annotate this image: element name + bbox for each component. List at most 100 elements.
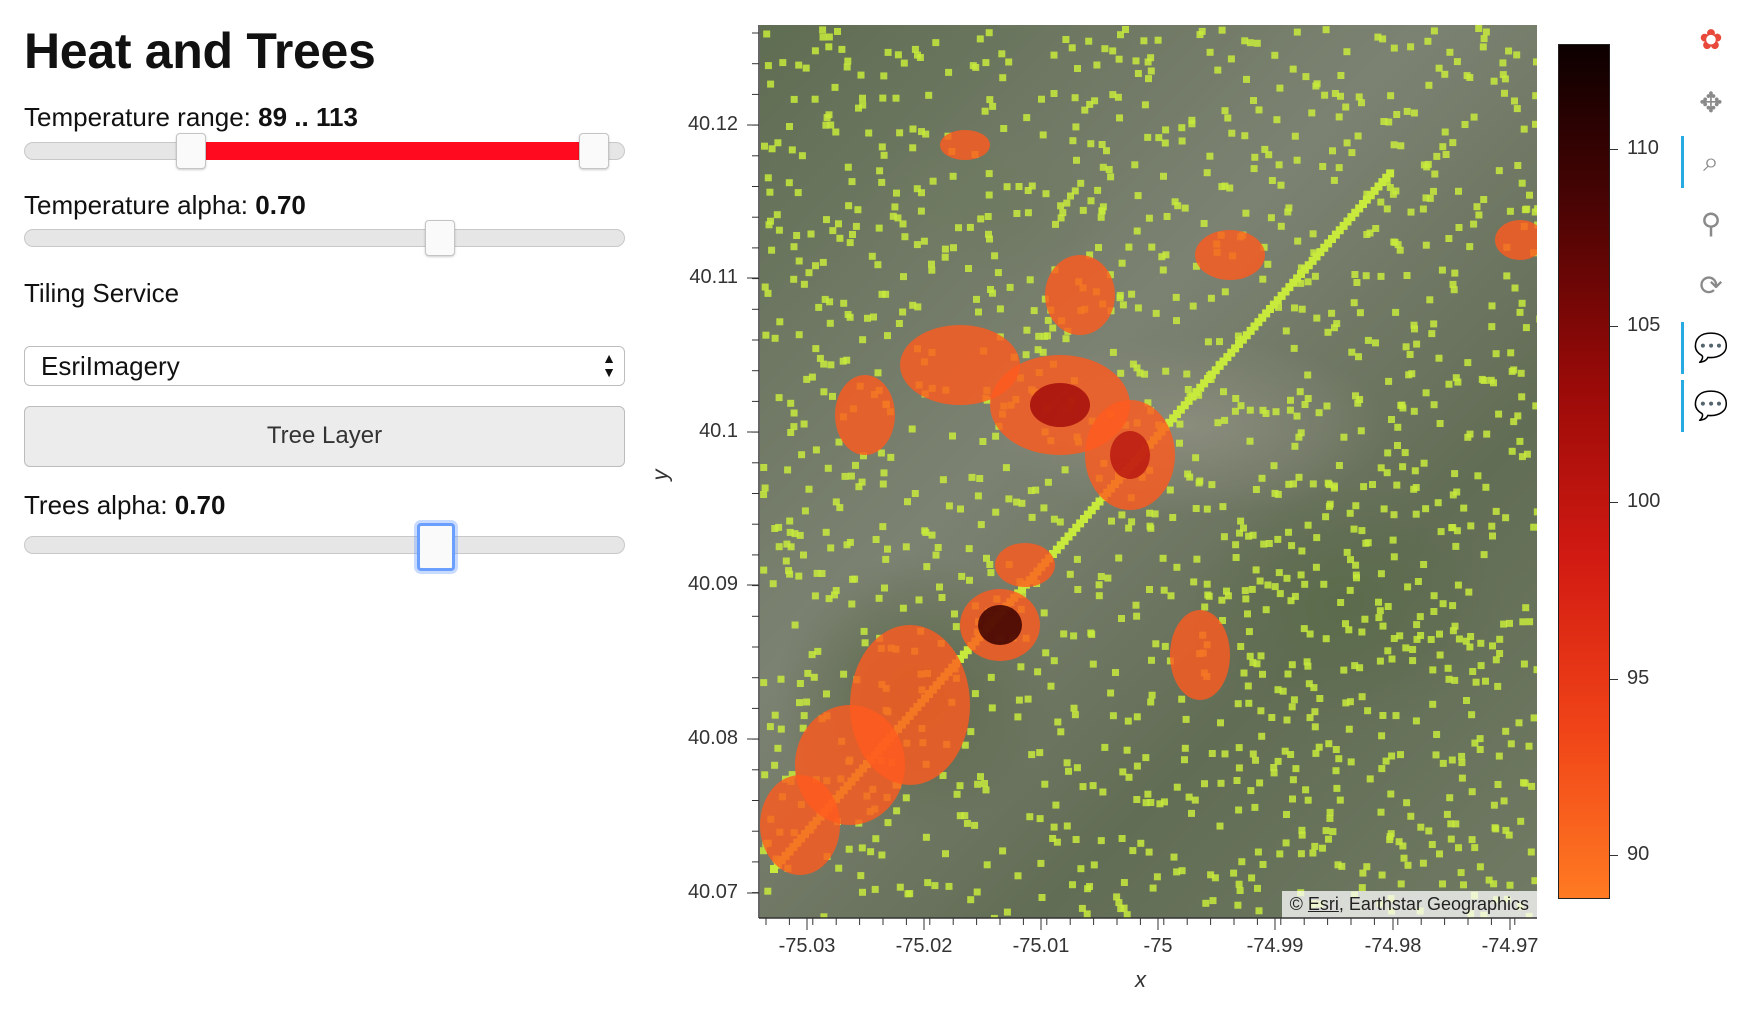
temperature-range-end-handle[interactable] xyxy=(579,133,610,169)
bokeh-logo-icon[interactable]: ✿ xyxy=(1699,24,1723,55)
tree-pixel xyxy=(902,794,910,802)
tree-pixel xyxy=(870,313,877,321)
reset-icon[interactable]: ⟳ xyxy=(1699,270,1723,301)
tree-pixel xyxy=(1144,133,1152,141)
hover-icon[interactable]: 💬 xyxy=(1681,322,1729,374)
tree-pixel xyxy=(771,334,779,342)
tree-pixel xyxy=(1144,58,1152,66)
tree-pixel xyxy=(1370,186,1379,195)
tree-pixel xyxy=(1480,377,1488,384)
tree-pixel xyxy=(1192,454,1200,462)
map-plot[interactable]: © Esri, Earthstar Geographics xyxy=(760,25,1537,918)
tree-pixel xyxy=(1290,344,1298,352)
tree-pixel xyxy=(825,595,833,603)
tree-pixel xyxy=(1428,330,1436,338)
tree-pixel xyxy=(1291,132,1299,140)
tree-pixel xyxy=(1209,897,1217,905)
tree-pixel xyxy=(1374,33,1382,41)
tree-pixel xyxy=(1297,429,1305,437)
tree-pixel xyxy=(846,239,854,247)
tree-pixel xyxy=(819,26,827,34)
tree-pixel xyxy=(1259,275,1267,283)
tree-pixel xyxy=(784,466,792,474)
tree-pixel xyxy=(827,361,835,369)
tree-pixel xyxy=(1134,304,1142,312)
heat-blob xyxy=(760,775,840,875)
tree-pixel xyxy=(1503,272,1511,280)
tree-pixel xyxy=(1180,401,1189,410)
temperature-range-start-handle[interactable] xyxy=(176,133,207,169)
tiling-service-select[interactable]: EsriImagery ▲ ▼ xyxy=(24,346,625,386)
tree-pixel xyxy=(1273,296,1282,305)
tree-pixel xyxy=(1087,197,1095,205)
tree-pixel xyxy=(1359,200,1367,208)
tree-pixel xyxy=(1393,111,1401,118)
temperature-range-slider[interactable] xyxy=(24,133,625,169)
tree-pixel xyxy=(1411,467,1419,475)
tree-pixel xyxy=(1422,505,1430,513)
tree-pixel xyxy=(877,449,885,457)
tree-pixel xyxy=(1065,767,1072,775)
tree-pixel xyxy=(1192,505,1200,512)
tree-pixel xyxy=(1295,473,1303,481)
esri-link[interactable]: Esri xyxy=(1307,894,1339,914)
temperature-alpha-slider[interactable] xyxy=(24,220,625,256)
tree-pixel xyxy=(761,142,768,150)
tree-pixel xyxy=(1191,796,1199,804)
tree-pixel xyxy=(791,621,799,629)
tree-pixel xyxy=(1117,31,1124,39)
tree-pixel xyxy=(818,570,826,577)
tree-pixel xyxy=(861,639,869,647)
tree-pixel xyxy=(875,224,883,232)
tree-pixel xyxy=(1073,764,1081,772)
tree-pixel xyxy=(1335,755,1343,763)
tree-layer-button[interactable]: Tree Layer xyxy=(24,406,625,467)
tree-pixel xyxy=(1324,328,1332,336)
hover-icon-2[interactable]: 💬 xyxy=(1681,380,1729,432)
tree-pixel xyxy=(1030,307,1038,315)
wheel-zoom-icon[interactable]: ⚲ xyxy=(1700,208,1722,239)
box-zoom-icon[interactable]: ⌕ xyxy=(1681,136,1729,188)
tree-pixel xyxy=(1211,874,1219,882)
tree-pixel xyxy=(1219,503,1227,511)
tree-pixel xyxy=(1517,817,1525,825)
trees-alpha-slider[interactable] xyxy=(24,523,625,571)
tree-pixel xyxy=(1323,402,1331,410)
tree-pixel xyxy=(1244,610,1251,618)
tree-pixel xyxy=(1050,51,1058,59)
tree-pixel xyxy=(855,483,863,491)
tree-pixel xyxy=(899,308,907,316)
map-attribution: © Esri, Earthstar Geographics xyxy=(1281,891,1537,918)
tree-pixel xyxy=(1489,532,1496,540)
tree-pixel xyxy=(1232,541,1240,549)
tree-pixel xyxy=(1388,416,1395,423)
tree-pixel xyxy=(1173,317,1180,325)
tree-pixel xyxy=(955,224,962,232)
tree-pixel xyxy=(1281,287,1290,296)
tree-pixel xyxy=(1086,883,1093,890)
tree-pixel xyxy=(1277,291,1286,300)
tree-pixel xyxy=(1383,205,1391,213)
tree-pixel xyxy=(975,308,982,316)
tree-pixel xyxy=(1069,137,1077,145)
tree-pixel xyxy=(1363,863,1371,871)
tree-pixel xyxy=(984,213,992,220)
tree-pixel xyxy=(1369,481,1376,488)
temperature-alpha-handle[interactable] xyxy=(424,220,455,256)
tree-pixel xyxy=(1201,780,1208,788)
tree-pixel xyxy=(1287,751,1295,758)
tree-pixel xyxy=(1262,309,1271,318)
tree-pixel xyxy=(1290,480,1297,488)
tree-pixel xyxy=(1142,754,1150,762)
tree-pixel xyxy=(1184,396,1193,405)
pan-icon[interactable]: ✥ xyxy=(1699,87,1723,118)
tree-pixel xyxy=(1256,779,1264,787)
trees-alpha-handle[interactable] xyxy=(417,523,456,571)
tree-pixel xyxy=(1326,808,1334,816)
tree-pixel xyxy=(1233,777,1241,784)
tree-pixel xyxy=(913,241,921,249)
tree-pixel xyxy=(1120,879,1128,886)
tree-pixel xyxy=(1287,597,1295,605)
tree-pixel xyxy=(1335,462,1343,469)
tree-pixel xyxy=(811,95,819,103)
